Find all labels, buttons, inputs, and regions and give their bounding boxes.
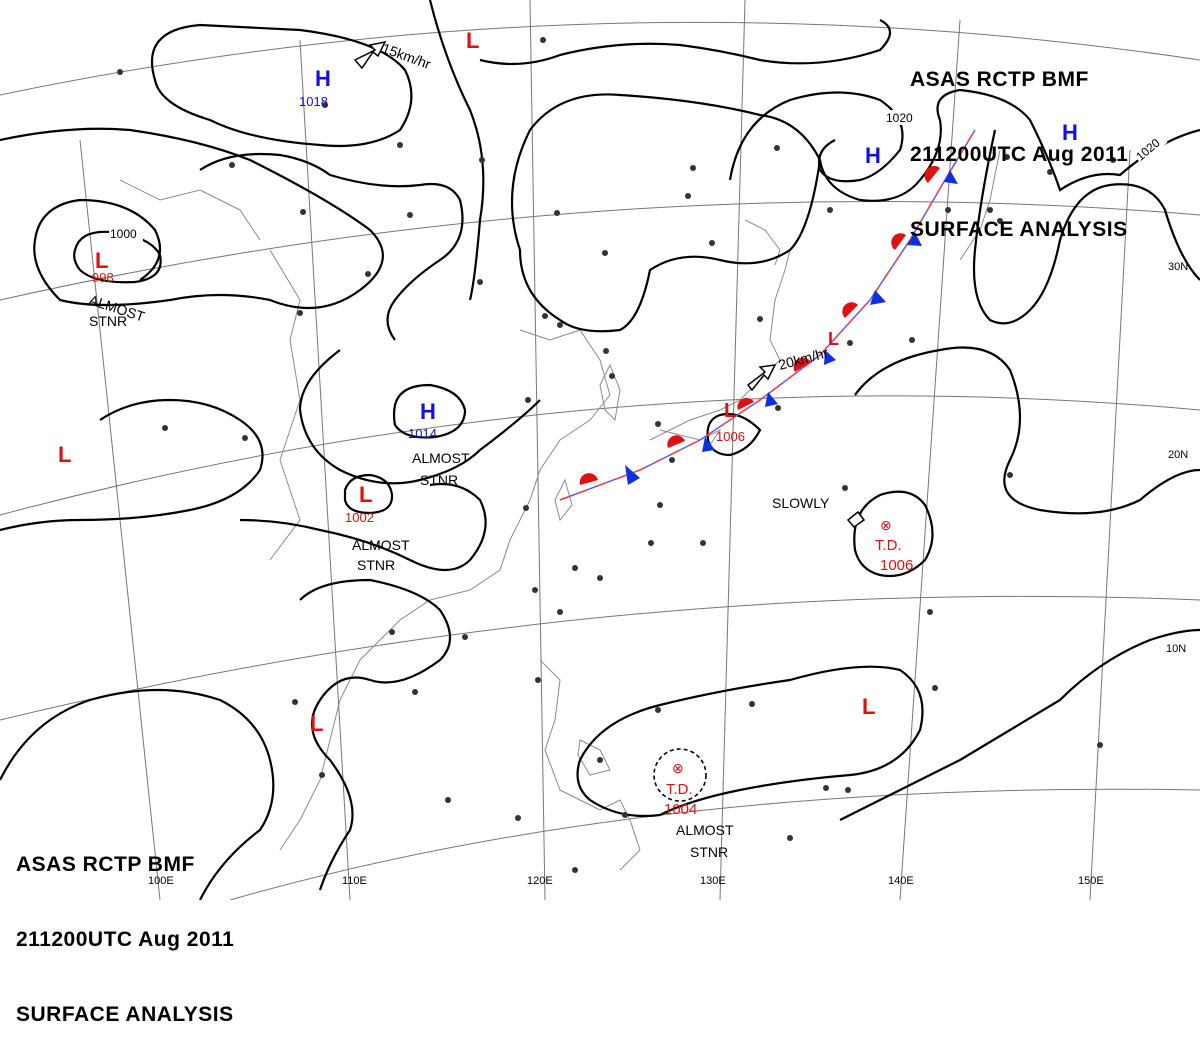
lon-label-110e: 110E bbox=[342, 875, 367, 887]
high-symbol-2: H bbox=[420, 399, 436, 424]
motion-arrow-td bbox=[846, 510, 866, 529]
low-pressure-japan: 1006 bbox=[716, 429, 745, 444]
tropical-depressions: ⊗ T.D. 1006 ⊗ T.D. 1004 bbox=[664, 517, 913, 818]
stationary-front bbox=[559, 129, 976, 501]
td-east-symbol: ⊗ bbox=[880, 517, 892, 533]
longitude-grid bbox=[79, 0, 1131, 900]
lon-label-150e: 150E bbox=[1078, 875, 1104, 887]
low-symbol-west: L bbox=[58, 442, 71, 467]
lon-label-120e: 120E bbox=[527, 875, 553, 887]
header-line-1-bottom: ASAS RCTP BMF bbox=[16, 853, 195, 876]
high-symbol-4: H bbox=[1062, 120, 1078, 145]
low-pressure-china: 1002 bbox=[345, 510, 374, 525]
isobars bbox=[0, 0, 1200, 900]
high-pressure-systems: H 1018 H 1014 H H bbox=[299, 66, 1078, 441]
lon-label-130e: 130E bbox=[700, 875, 726, 887]
lat-label-10n: 10N bbox=[1166, 643, 1186, 655]
td-south-symbol: ⊗ bbox=[672, 760, 684, 776]
low-symbol-china: L bbox=[359, 482, 372, 507]
high-pressure-2: 1014 bbox=[408, 426, 437, 441]
lat-label-20n: 20N bbox=[1168, 449, 1188, 461]
low-symbol-indochina: L bbox=[310, 711, 323, 736]
longitude-labels: 100E 110E 120E 130E 140E 150E bbox=[148, 875, 1104, 887]
low-symbol-pacific: L bbox=[862, 694, 875, 719]
high-pressure-1: 1018 bbox=[299, 94, 328, 109]
lon-label-100e: 100E bbox=[148, 875, 174, 887]
td-south-circle bbox=[653, 748, 707, 802]
latitude-grid bbox=[0, 21, 1200, 900]
high-symbol-1: H bbox=[315, 66, 331, 91]
low-pressure-systems: L 998 L L L 1002 L 1006 L L L bbox=[58, 28, 875, 736]
note-td-south-1: ALMOST bbox=[676, 822, 734, 838]
td-south-type: T.D. bbox=[666, 781, 693, 798]
motion-arrow-front bbox=[746, 364, 777, 392]
lat-label-30n: 30N bbox=[1168, 261, 1188, 273]
isobar-label-1020-a: 1020 bbox=[886, 111, 913, 125]
note-stnr-mid-2: STNR bbox=[420, 472, 458, 488]
low-symbol-tibet: L bbox=[95, 248, 108, 273]
low-pressure-tibet: 998 bbox=[92, 270, 114, 285]
motion-arrows bbox=[353, 40, 866, 529]
motion-arrow-north bbox=[353, 40, 387, 70]
header-bottom-left: ASAS RCTP BMF 211200UTC Aug 2011 SURFACE… bbox=[16, 802, 234, 1052]
header-line-2-bottom: 211200UTC Aug 2011 bbox=[16, 928, 235, 951]
note-tibet-2: STNR bbox=[89, 313, 127, 329]
latitude-labels: 30N 20N 10N bbox=[1166, 261, 1188, 655]
note-td-south-2: STNR bbox=[690, 844, 728, 860]
low-symbol-japan2: L bbox=[828, 329, 839, 349]
header-line-2: 211200UTC Aug 2011 bbox=[910, 143, 1129, 166]
low-symbol-japan: L bbox=[724, 400, 736, 422]
header-line-3-bottom: SURFACE ANALYSIS bbox=[16, 1003, 234, 1026]
high-symbol-3: H bbox=[865, 143, 881, 168]
header-line-3: SURFACE ANALYSIS bbox=[910, 218, 1128, 241]
td-east-pressure: 1006 bbox=[880, 557, 913, 574]
station-plots bbox=[117, 37, 1116, 873]
lon-label-140e: 140E bbox=[888, 875, 914, 887]
note-td-motion: SLOWLY bbox=[772, 495, 830, 511]
header-line-1: ASAS RCTP BMF bbox=[910, 68, 1089, 91]
weather-chart: 30N 20N 10N 100E 110E 120E 130E 140E 150… bbox=[0, 0, 1200, 900]
td-south-pressure: 1004 bbox=[664, 801, 697, 818]
low-symbol-mongolia: L bbox=[466, 28, 479, 53]
td-east-type: T.D. bbox=[875, 537, 902, 554]
note-stnr-mid-1: ALMOST bbox=[412, 450, 470, 466]
note-china-1: ALMOST bbox=[352, 537, 410, 553]
note-china-2: STNR bbox=[357, 557, 395, 573]
header-top-right: ASAS RCTP BMF 211200UTC Aug 2011 SURFACE… bbox=[910, 17, 1128, 267]
isobar-label-1000: 1000 bbox=[110, 227, 137, 241]
